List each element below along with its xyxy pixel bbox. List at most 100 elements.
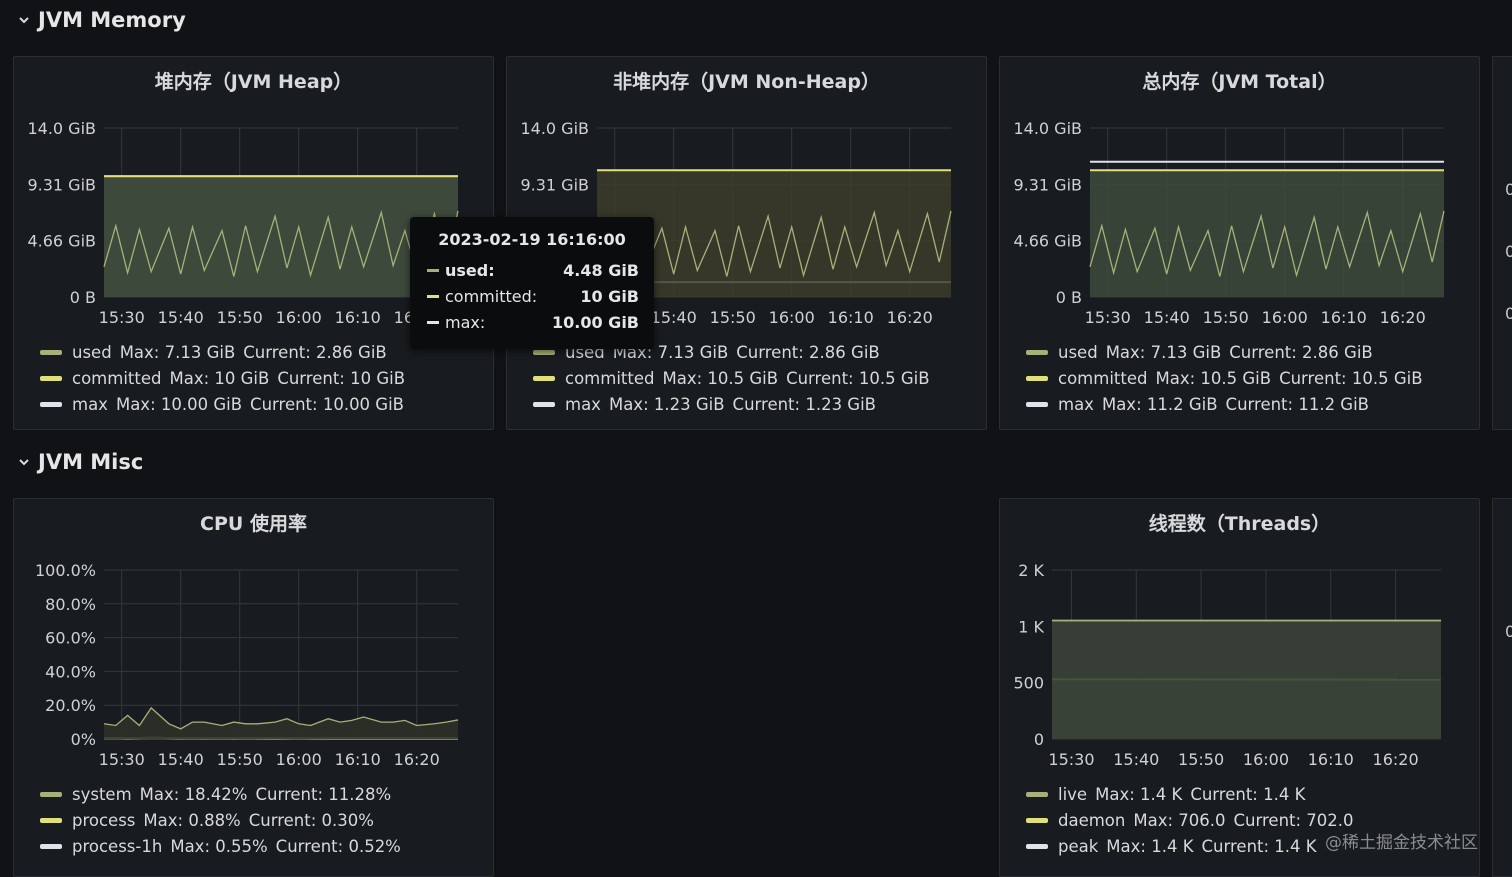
legend-series-name: system <box>72 785 132 804</box>
y-tick-label: 9.31 GiB <box>27 175 96 194</box>
x-tick-label: 16:10 <box>1321 308 1367 327</box>
legend-current: Current: 10.5 GiB <box>1279 369 1422 388</box>
series-swatch <box>40 350 62 355</box>
offscreen-panel[interactable] <box>1492 498 1512 877</box>
series-swatch <box>1026 402 1048 407</box>
x-tick-label: 16:10 <box>335 750 381 769</box>
legend-series-name: committed <box>1058 369 1147 388</box>
y-tick-label: 4.66 GiB <box>1013 232 1082 251</box>
offscreen-axis-tick: 0 <box>1505 304 1512 323</box>
tooltip-time: 2023-02-19 16:16:00 <box>410 230 654 249</box>
series-area-committed <box>1090 170 1444 297</box>
series-swatch <box>1026 818 1048 823</box>
row-header-jvm-misc[interactable]: JVM Misc <box>18 450 143 474</box>
x-tick-label: 16:10 <box>828 308 874 327</box>
legend-current: Current: 1.23 GiB <box>733 395 876 414</box>
x-tick-label: 15:40 <box>1144 308 1190 327</box>
x-tick-label: 16:20 <box>1373 750 1419 769</box>
row-header-jvm-memory[interactable]: JVM Memory <box>18 8 186 32</box>
legend-current: Current: 702.0 <box>1234 811 1354 830</box>
legend-current: Current: 10.5 GiB <box>786 369 929 388</box>
y-tick-label: 40.0% <box>45 662 96 681</box>
legend-series-name: used <box>72 343 112 362</box>
tooltip-label: max: <box>445 313 485 332</box>
legend-current: Current: 2.86 GiB <box>1229 343 1372 362</box>
legend-current: Current: 2.86 GiB <box>243 343 386 362</box>
legend-series-name: max <box>1058 395 1094 414</box>
series-swatch <box>533 350 555 355</box>
x-tick-label: 16:20 <box>1380 308 1426 327</box>
x-tick-label: 15:40 <box>158 750 204 769</box>
x-tick-label: 15:30 <box>1085 308 1131 327</box>
series-swatch <box>1026 792 1048 797</box>
y-tick-label: 2 K <box>1018 561 1044 580</box>
y-tick-label: 1 K <box>1018 617 1044 636</box>
legend-series-name: committed <box>72 369 161 388</box>
x-tick-label: 16:00 <box>769 308 815 327</box>
tooltip-value: 10.00 GiB <box>552 313 639 332</box>
series-swatch <box>1026 376 1048 381</box>
row-title: JVM Memory <box>38 8 186 32</box>
tooltip-label: used: <box>445 261 495 280</box>
legend-max: Max: 11.2 GiB <box>1102 395 1218 414</box>
offscreen-axis-tick: 0 <box>1505 622 1512 641</box>
x-tick-label: 15:40 <box>158 308 204 327</box>
hover-tooltip: 2023-02-19 16:16:00 used: 4.48 GiB commi… <box>410 217 654 349</box>
x-tick-label: 15:30 <box>1048 750 1094 769</box>
y-tick-label: 9.31 GiB <box>520 175 589 194</box>
tooltip-row-max: max: 10.00 GiB <box>427 313 639 332</box>
offscreen-axis-tick: 0 <box>1505 180 1512 199</box>
legend-series-name: used <box>1058 343 1098 362</box>
y-tick-label: 9.31 GiB <box>1013 175 1082 194</box>
chevron-down-icon[interactable] <box>18 14 30 26</box>
legend-max: Max: 10.00 GiB <box>116 395 242 414</box>
series-swatch <box>40 818 62 823</box>
x-tick-label: 15:50 <box>710 308 756 327</box>
series-swatch <box>427 295 439 298</box>
legend-current: Current: 1.4 K <box>1190 785 1305 804</box>
x-tick-label: 15:50 <box>217 750 263 769</box>
x-tick-label: 15:50 <box>217 308 263 327</box>
chevron-down-icon[interactable] <box>18 456 30 468</box>
y-tick-label: 80.0% <box>45 595 96 614</box>
series-swatch <box>40 792 62 797</box>
legend-max: Max: 706.0 <box>1133 811 1225 830</box>
x-tick-label: 16:00 <box>276 308 322 327</box>
series-area-committed <box>104 176 458 297</box>
y-tick-label: 14.0 GiB <box>1013 119 1082 138</box>
legend-max: Max: 1.4 K <box>1095 785 1182 804</box>
y-tick-label: 60.0% <box>45 629 96 648</box>
series-swatch <box>1026 350 1048 355</box>
offscreen-axis-tick: 0 <box>1505 242 1512 261</box>
panel-cpu-usage[interactable]: CPU 使用率 100.0%80.0%60.0%40.0%20.0%0%15:3… <box>13 498 494 877</box>
tooltip-row-committed: committed: 10 GiB <box>427 287 639 306</box>
tooltip-value: 10 GiB <box>580 287 639 306</box>
legend-current: Current: 0.30% <box>249 811 374 830</box>
legend-max: Max: 0.88% <box>143 811 240 830</box>
y-tick-label: 100.0% <box>35 561 96 580</box>
x-tick-label: 15:30 <box>99 308 145 327</box>
y-tick-label: 0% <box>71 730 96 749</box>
legend-series-name: max <box>72 395 108 414</box>
x-tick-label: 16:20 <box>394 750 440 769</box>
